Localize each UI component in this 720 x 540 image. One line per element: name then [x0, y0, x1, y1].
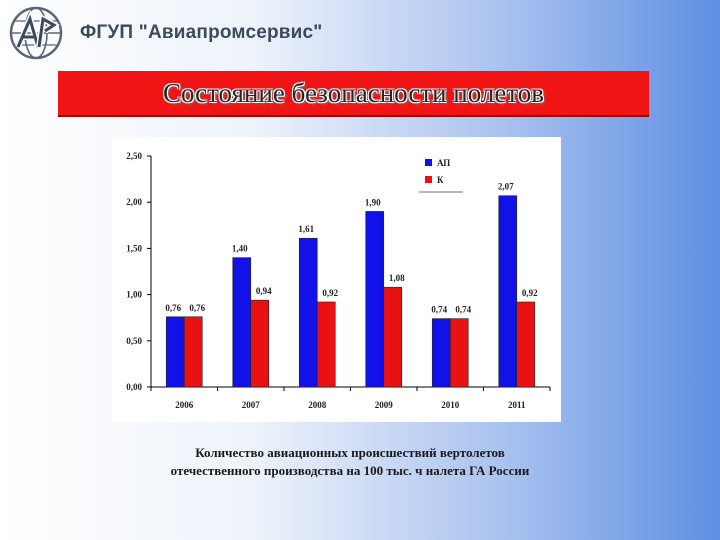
- y-tick-label: 0,50: [126, 336, 142, 346]
- bar-k: [516, 301, 536, 388]
- data-label: 0,92: [322, 288, 338, 298]
- y-tick-label: 1,50: [126, 243, 142, 253]
- x-tick-label: 2009: [375, 400, 394, 410]
- y-tick-label: 2,50: [126, 151, 142, 161]
- chart-canvas: 0,00 0,50 1,00 1,50 2,00 2,50 2006 2007 2008 2009…: [126, 151, 551, 410]
- x-tick-label: 2006: [175, 400, 194, 410]
- data-label: 1,90: [365, 197, 381, 207]
- y-tick-label: 0,00: [126, 382, 142, 392]
- organization-name: ФГУП "Авиапромсервис": [80, 22, 323, 43]
- x-tick-label: 2011: [508, 400, 526, 410]
- legend-label: К: [437, 175, 444, 185]
- data-label: 0,92: [522, 288, 538, 298]
- y-tick-label: 1,00: [126, 290, 142, 300]
- bar-k: [250, 299, 270, 388]
- data-label: 1,08: [389, 273, 405, 283]
- bar-ap: [165, 316, 185, 388]
- data-label: 1,40: [232, 244, 248, 254]
- data-label: 1,61: [298, 224, 314, 234]
- caption-line-2: отечественного производства на 100 тыс. …: [170, 463, 530, 478]
- data-label: 0,94: [256, 286, 272, 296]
- slide-title: Состояние безопасности полетов: [162, 77, 545, 108]
- data-label: 2,07: [498, 182, 514, 192]
- x-tick-label: 2010: [441, 400, 460, 410]
- legend-swatch: [425, 159, 432, 166]
- bar-ap: [498, 195, 518, 388]
- title-banner: Состояние безопасности полетов: [58, 71, 649, 117]
- caption-line-1: Количество авиационных происшествий верт…: [195, 445, 505, 460]
- bar-k: [183, 316, 203, 388]
- data-label: 0,74: [431, 305, 447, 315]
- bar-k: [449, 318, 469, 388]
- x-tick-label: 2008: [308, 400, 327, 410]
- x-tick-label: 2007: [242, 400, 261, 410]
- bar-ap: [365, 211, 385, 388]
- data-label: 0,76: [189, 303, 205, 313]
- bar-ap: [298, 237, 318, 388]
- bar-chart: 0,00 0,50 1,00 1,50 2,00 2,50 2006 2007 2008 2009…: [112, 137, 561, 422]
- data-label: 0,76: [165, 303, 181, 313]
- bar-ap: [431, 318, 451, 388]
- bar-ap: [232, 257, 252, 388]
- y-tick-label: 2,00: [126, 197, 142, 207]
- company-logo: [9, 6, 63, 60]
- legend-swatch: [425, 176, 432, 183]
- bar-k: [316, 301, 336, 388]
- data-label: 0,74: [455, 305, 471, 315]
- chart-caption: Количество авиационных происшествий верт…: [100, 444, 600, 480]
- bar-k: [383, 286, 403, 388]
- legend-label: АП: [437, 158, 450, 168]
